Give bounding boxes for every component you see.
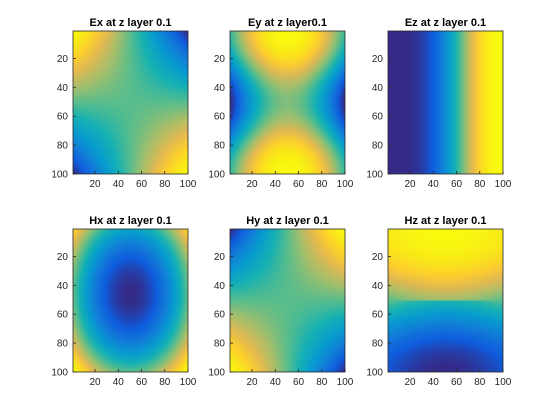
y-tick-label: 100 <box>51 368 68 379</box>
y-tick-label: 80 <box>57 339 69 350</box>
x-tick-label: 80 <box>474 377 486 388</box>
y-tick-label: 100 <box>208 170 225 181</box>
chart-title: Hy at z layer 0.1 <box>246 215 329 227</box>
y-tick-label: 80 <box>372 339 384 350</box>
y-tick-label: 80 <box>214 339 226 350</box>
y-tick-label: 20 <box>372 54 384 65</box>
axes-box <box>387 228 504 373</box>
y-tick-label: 60 <box>57 112 69 123</box>
y-tick-label: 40 <box>372 281 384 292</box>
heatmap-image <box>73 229 188 372</box>
y-tick-label: 40 <box>57 83 69 94</box>
heatmap-image <box>230 31 345 174</box>
x-tick-label: 80 <box>159 377 171 388</box>
axes-box <box>72 228 189 373</box>
x-tick-label: 60 <box>451 179 463 190</box>
y-tick-label: 40 <box>57 281 69 292</box>
x-tick-label: 40 <box>113 377 125 388</box>
x-tick-label: 60 <box>136 179 148 190</box>
y-tick-label: 60 <box>214 112 226 123</box>
x-tick-label: 20 <box>405 377 417 388</box>
y-tick-label: 20 <box>57 54 69 65</box>
y-tick-label: 80 <box>372 141 384 152</box>
y-tick-label: 60 <box>214 310 226 321</box>
y-tick-label: 20 <box>214 252 226 263</box>
y-tick-label: 100 <box>208 368 225 379</box>
x-tick-label: 20 <box>247 377 259 388</box>
chart-title: Ey at z layer0.1 <box>248 17 327 29</box>
x-tick-label: 60 <box>293 179 305 190</box>
axes-box <box>72 30 189 175</box>
subplot-ex: 20 40 60 80 100 20 40 60 80 100 Ex at z layer 0.1 <box>51 17 196 190</box>
x-tick-label: 60 <box>136 377 148 388</box>
y-tick-label: 100 <box>366 170 383 181</box>
x-tick-label: 100 <box>495 179 512 190</box>
x-tick-label: 40 <box>113 179 125 190</box>
x-tick-label: 80 <box>316 179 328 190</box>
y-tick-label: 60 <box>372 310 384 321</box>
x-tick-label: 60 <box>451 377 463 388</box>
x-tick-label: 100 <box>337 179 354 190</box>
axes-box <box>229 30 346 175</box>
x-tick-label: 80 <box>159 179 171 190</box>
subplot-hy: 20 40 60 80 100 20 40 60 80 100 Hy at z layer 0.1 <box>208 215 353 388</box>
x-tick-label: 100 <box>180 377 197 388</box>
y-tick-label: 60 <box>57 310 69 321</box>
x-tick-label: 20 <box>90 377 102 388</box>
x-tick-label: 100 <box>180 179 197 190</box>
y-tick-label: 100 <box>51 170 68 181</box>
x-tick-label: 40 <box>270 377 282 388</box>
axes-box <box>229 228 346 373</box>
chart-title: Ez at z layer 0.1 <box>405 17 486 29</box>
y-tick-label: 40 <box>214 281 226 292</box>
subplot-ez: 20 40 60 80 100 20 40 60 80 100 Ez at z layer 0.1 <box>366 17 511 190</box>
y-tick-label: 60 <box>372 112 384 123</box>
x-tick-label: 20 <box>405 179 417 190</box>
x-tick-label: 100 <box>495 377 512 388</box>
y-tick-label: 20 <box>372 252 384 263</box>
heatmap-image <box>230 229 345 372</box>
chart-title: Ex at z layer 0.1 <box>90 17 172 29</box>
y-tick-label: 20 <box>214 54 226 65</box>
y-tick-label: 80 <box>57 141 69 152</box>
x-tick-label: 40 <box>428 179 440 190</box>
x-tick-label: 20 <box>90 179 102 190</box>
x-tick-label: 80 <box>474 179 486 190</box>
subplot-ey: 20 40 60 80 100 20 40 60 80 100 Ey at z layer0.1 <box>208 17 353 190</box>
y-tick-label: 40 <box>214 83 226 94</box>
subplot-hz: 20 40 60 80 100 20 40 60 80 100 Hz at z layer 0.1 <box>366 215 511 388</box>
x-tick-label: 40 <box>428 377 440 388</box>
chart-title: Hx at z layer 0.1 <box>89 215 172 227</box>
heatmap-image <box>388 229 503 372</box>
x-tick-label: 80 <box>316 377 328 388</box>
heatmap-image <box>388 31 503 174</box>
y-tick-label: 80 <box>214 141 226 152</box>
y-tick-label: 100 <box>366 368 383 379</box>
heatmap-image <box>73 31 188 174</box>
axes-box <box>387 30 504 175</box>
subplot-hx: 20 40 60 80 100 20 40 60 80 100 Hx at z layer 0.1 <box>51 215 196 388</box>
x-tick-label: 60 <box>293 377 305 388</box>
chart-title: Hz at z layer 0.1 <box>405 215 487 227</box>
y-tick-label: 20 <box>57 252 69 263</box>
y-tick-label: 40 <box>372 83 384 94</box>
x-tick-label: 100 <box>337 377 354 388</box>
x-tick-label: 40 <box>270 179 282 190</box>
x-tick-label: 20 <box>247 179 259 190</box>
